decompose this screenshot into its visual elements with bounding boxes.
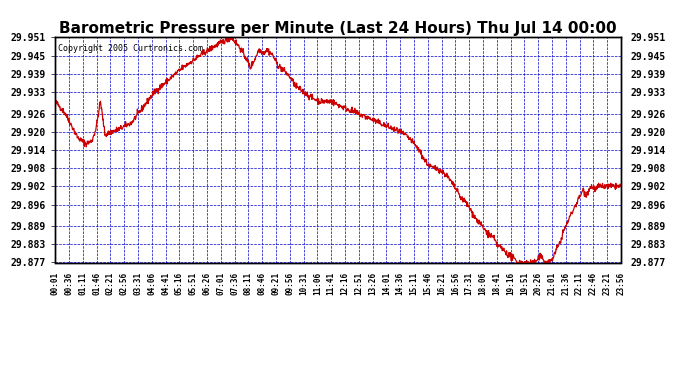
- Title: Barometric Pressure per Minute (Last 24 Hours) Thu Jul 14 00:00: Barometric Pressure per Minute (Last 24 …: [59, 21, 617, 36]
- Text: Copyright 2005 Curtronics.com: Copyright 2005 Curtronics.com: [58, 44, 203, 53]
